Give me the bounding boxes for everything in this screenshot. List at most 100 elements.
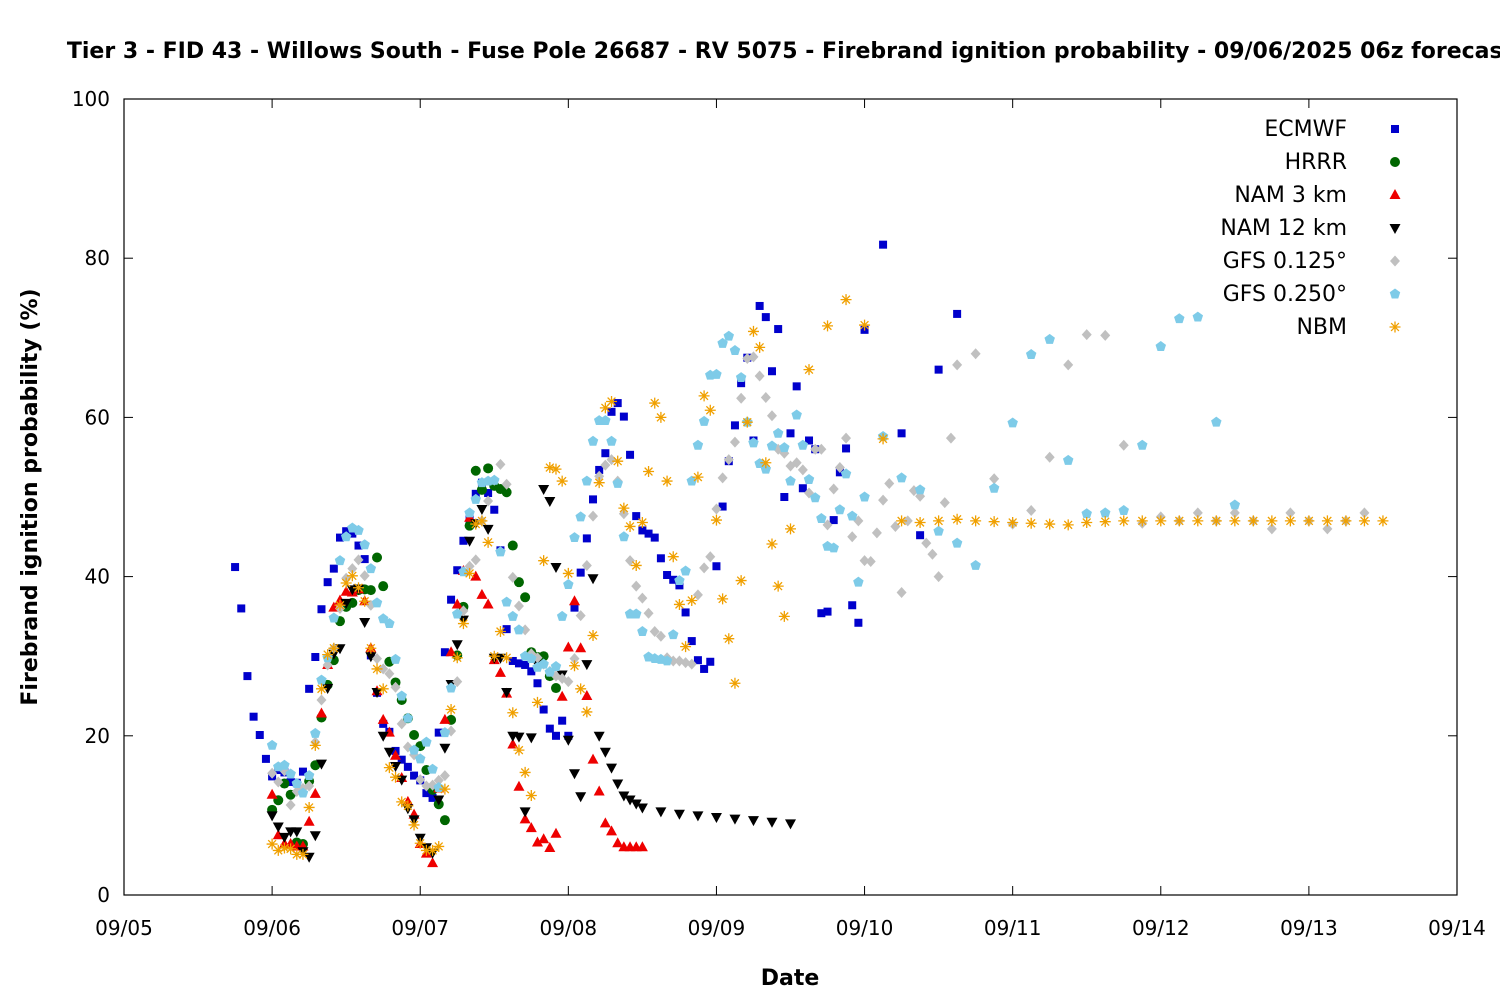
data-point <box>606 825 618 836</box>
data-point <box>1081 329 1092 341</box>
data-point <box>459 536 468 545</box>
data-point <box>1118 505 1129 515</box>
data-point <box>748 351 759 363</box>
data-point <box>859 555 870 567</box>
data-point <box>457 618 469 630</box>
data-point <box>371 663 383 675</box>
data-point <box>550 683 561 694</box>
data-point <box>637 592 648 604</box>
data-point <box>439 727 451 738</box>
data-point <box>1377 515 1389 527</box>
data-point <box>556 475 568 487</box>
data-point <box>686 475 697 486</box>
data-point <box>897 429 906 438</box>
legend-marker <box>1389 224 1401 234</box>
data-point <box>286 777 295 786</box>
data-point <box>440 648 449 657</box>
data-point <box>766 817 778 828</box>
data-point <box>673 598 685 610</box>
data-point <box>464 507 475 518</box>
data-point <box>755 301 764 310</box>
data-point <box>698 415 710 426</box>
legend-marker <box>1389 321 1401 333</box>
data-point <box>710 812 722 823</box>
data-point <box>1322 523 1333 535</box>
data-point <box>365 652 377 663</box>
data-point <box>834 462 845 474</box>
data-point <box>310 727 321 738</box>
series-0 <box>231 240 962 802</box>
data-point <box>291 848 303 860</box>
data-point <box>378 581 389 592</box>
data-point <box>618 791 630 802</box>
data-point <box>464 567 476 579</box>
data-point <box>408 744 420 755</box>
data-point <box>550 661 562 671</box>
data-point <box>747 816 759 827</box>
data-point <box>1007 516 1019 528</box>
data-point <box>471 489 480 498</box>
data-point <box>680 565 691 576</box>
data-point <box>810 443 821 455</box>
data-point <box>1247 515 1259 527</box>
data-point <box>396 690 407 701</box>
data-point <box>1007 417 1018 428</box>
data-point <box>674 575 685 586</box>
data-point <box>527 667 536 676</box>
data-point <box>551 731 560 740</box>
data-point <box>1284 515 1296 527</box>
data-point <box>340 531 352 542</box>
data-point <box>766 410 777 422</box>
data-point <box>853 576 864 587</box>
data-point <box>822 320 834 332</box>
data-point <box>402 800 414 812</box>
data-point <box>599 747 611 758</box>
x-tick-label: 09/07 <box>391 916 449 940</box>
data-point <box>570 603 579 612</box>
data-point <box>383 747 395 758</box>
data-point <box>513 624 525 635</box>
data-point <box>612 779 624 790</box>
data-point <box>778 610 790 622</box>
data-point <box>636 516 648 528</box>
data-point <box>878 494 889 506</box>
data-point <box>600 415 611 426</box>
x-tick-label: 09/09 <box>688 916 746 940</box>
data-point <box>322 649 334 661</box>
data-point <box>589 495 598 504</box>
data-point <box>502 625 511 634</box>
data-point <box>916 531 925 540</box>
data-point <box>706 657 715 666</box>
data-point <box>508 656 517 665</box>
data-point <box>422 789 431 798</box>
data-point <box>581 690 593 700</box>
data-point <box>890 520 901 532</box>
data-point <box>501 652 513 664</box>
data-point <box>521 660 530 669</box>
data-point <box>297 787 309 798</box>
data-point <box>315 683 327 695</box>
data-point <box>409 730 420 741</box>
data-point <box>636 841 648 852</box>
series-4 <box>267 329 1370 811</box>
data-point <box>650 533 659 542</box>
data-point <box>766 440 778 451</box>
data-point <box>476 484 487 495</box>
data-point <box>359 570 370 582</box>
data-point <box>483 495 494 507</box>
data-point <box>760 392 771 403</box>
data-point <box>519 807 531 818</box>
data-point <box>353 524 364 535</box>
data-point <box>360 555 369 564</box>
data-point <box>427 857 439 868</box>
data-point <box>859 491 870 502</box>
data-point <box>243 672 252 681</box>
data-point <box>451 640 463 651</box>
data-point <box>539 705 548 714</box>
data-point <box>613 399 622 408</box>
data-point <box>1062 519 1074 531</box>
data-point <box>476 588 488 599</box>
data-point <box>482 536 494 548</box>
data-point <box>576 568 585 577</box>
data-point <box>365 563 377 574</box>
